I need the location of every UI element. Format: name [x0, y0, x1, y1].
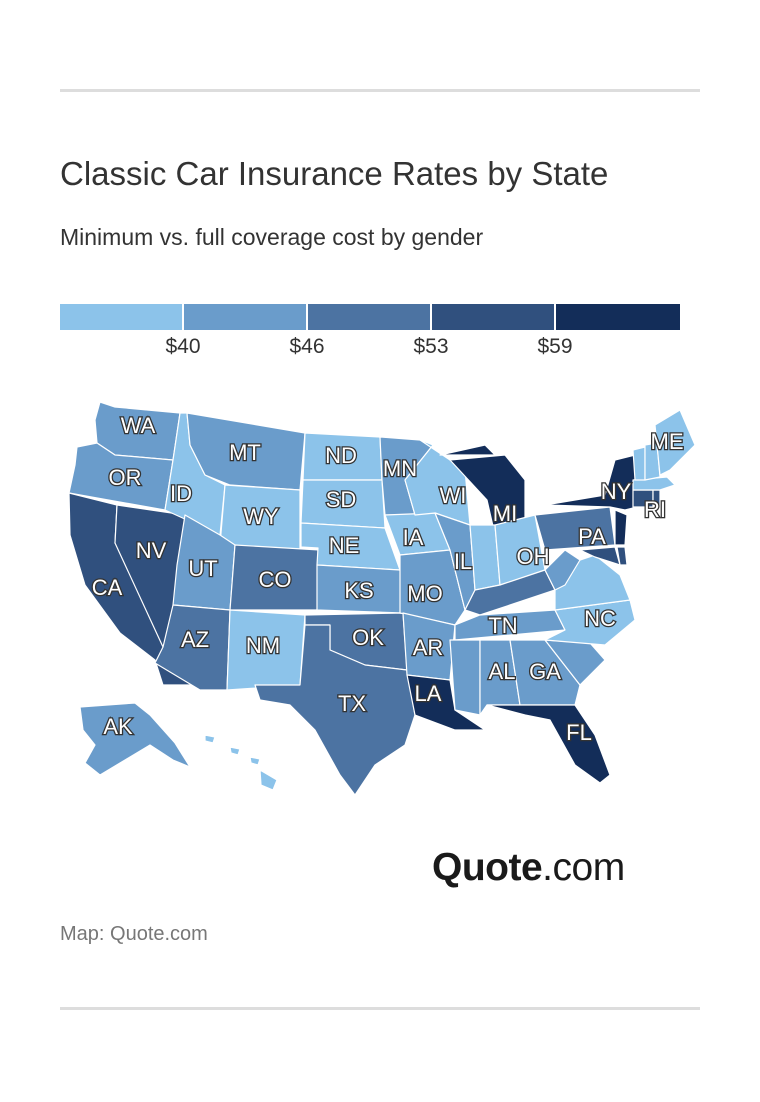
state-label-ar: AR	[413, 635, 444, 660]
state-label-ri: RI	[644, 497, 666, 522]
state-fl	[486, 704, 611, 784]
state-label-mi: MI	[493, 501, 517, 526]
state-la	[406, 674, 486, 731]
state-label-al: AL	[489, 659, 516, 684]
legend-tick-label: $53	[413, 335, 449, 358]
state-label-ca: CA	[92, 575, 123, 600]
state-vt	[632, 446, 646, 481]
logo-brand: Quote	[432, 846, 543, 889]
state-mo	[399, 549, 466, 626]
source-credit: Map: Quote.com	[60, 923, 208, 945]
state-label-oh: OH	[517, 544, 550, 569]
top-divider	[60, 89, 700, 92]
legend-tick-label: $46	[289, 335, 325, 358]
state-label-az: AZ	[181, 627, 209, 652]
legend-swatch-1	[60, 304, 182, 330]
state-label-pa: PA	[578, 524, 606, 549]
state-label-wi: WI	[440, 483, 467, 508]
state-label-wa: WA	[121, 413, 156, 438]
state-label-mt: MT	[229, 440, 261, 465]
legend-swatch-5	[556, 304, 680, 330]
state-label-ak: AK	[103, 714, 133, 739]
state-nh	[644, 442, 661, 481]
legend-swatch-2	[184, 304, 306, 330]
state-label-fl: FL	[566, 720, 592, 745]
color-legend: $40 $46 $53 $59	[60, 304, 680, 358]
state-de	[616, 546, 628, 566]
legend-swatch-3	[308, 304, 430, 330]
state-label-ga: GA	[529, 659, 561, 684]
state-label-nv: NV	[136, 538, 167, 563]
us-choropleth-map: WA OR CA NV ID MT WY UT AZ CO NM ND SD NE KS OK TX MN IA MO…	[68, 401, 696, 796]
map-subtitle: Minimum vs. full coverage cost by gender	[60, 224, 484, 250]
state-label-tx: TX	[338, 691, 366, 716]
state-label-mo: MO	[407, 581, 442, 606]
state-label-ut: UT	[188, 556, 217, 581]
state-nj	[614, 509, 628, 546]
state-wv	[544, 549, 581, 591]
state-label-nc: NC	[584, 606, 616, 631]
state-label-nm: NM	[246, 633, 280, 658]
state-label-id: ID	[170, 481, 192, 506]
state-label-me: ME	[651, 429, 684, 454]
state-label-sd: SD	[326, 487, 357, 512]
state-label-mn: MN	[383, 456, 417, 481]
logo-tld: .com	[542, 846, 625, 889]
legend-swatch-4	[432, 304, 554, 330]
state-label-nd: ND	[325, 443, 357, 468]
state-hi	[204, 734, 278, 791]
state-label-ne: NE	[329, 533, 360, 558]
state-ga	[509, 639, 581, 706]
state-label-tn: TN	[488, 613, 517, 638]
legend-tick-label: $59	[537, 335, 573, 358]
state-label-co: CO	[259, 567, 292, 592]
state-label-il: IL	[454, 549, 472, 574]
state-label-wy: WY	[243, 504, 279, 529]
state-label-ok: OK	[352, 625, 384, 650]
quote-logo: Quote.com	[432, 846, 625, 890]
map-title: Classic Car Insurance Rates by State	[60, 155, 609, 192]
state-tx	[254, 624, 416, 796]
state-label-or: OR	[109, 465, 142, 490]
state-ms	[449, 639, 481, 716]
state-ak	[79, 702, 191, 776]
legend-tick-label: $40	[165, 335, 201, 358]
state-label-la: LA	[415, 681, 442, 706]
state-label-ia: IA	[403, 525, 424, 550]
state-label-ny: NY	[601, 479, 632, 504]
state-wi	[404, 439, 471, 526]
state-me	[654, 409, 696, 476]
bottom-divider	[60, 1007, 700, 1010]
state-label-ks: KS	[344, 578, 373, 603]
